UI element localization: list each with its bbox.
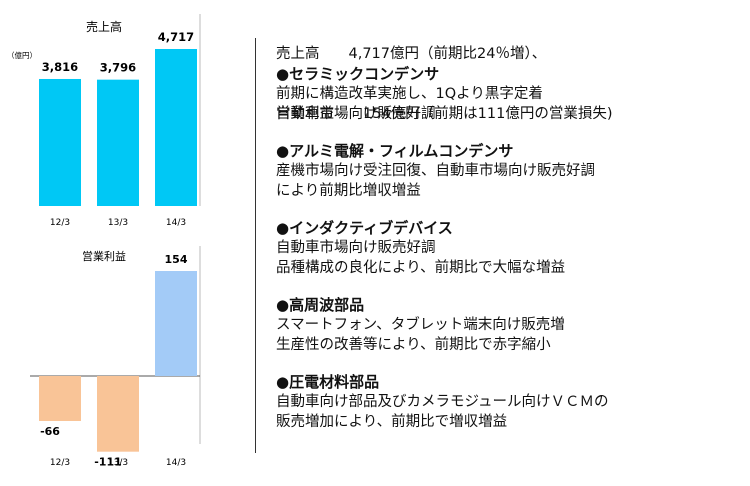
profit-bar (97, 376, 139, 452)
segment-section: ●高周波部品スマートフォン、タブレット端末向け販売増 生産性の改善等により、前期比… (276, 295, 608, 355)
sales-bar (39, 78, 81, 206)
segment-description: スマートフォン、タブレット端末向け販売増 (276, 317, 565, 333)
segment-description: 自動車市場向け販売好調 (276, 240, 436, 256)
segment-description: 産機市場向け受注回復、自動車市場向け販売好調 (276, 163, 595, 179)
sales-category-label: 14/3 (166, 218, 186, 228)
sales-bar (97, 79, 139, 206)
profit-value-label: -111 (94, 456, 122, 469)
segment-section: ●インダクティブデバイス 自動車市場向け販売好調品種構成の良化により、前期比で大幅… (276, 218, 608, 278)
segment-title: ●高周波部品 (276, 296, 365, 314)
segment-title: ●アルミ電解・フィルムコンデンサ (276, 142, 514, 160)
segment-description: 品種構成の良化により、前期比で大幅な増益 (276, 260, 566, 276)
sales-chart: 売上高 （億円） 3,816 12/3 3,796 13/3 4,717 14/3 (7, 14, 201, 228)
summary: 売上高 4,717億円（前期比24％増）、 営業利益 154億円（前期は111億… (276, 4, 613, 144)
segment-section: ●圧電材料部品自動車向け部品及びカメラモジュール向けＶＣＭの 販売増加により、前期… (276, 372, 608, 432)
segment-title: ●圧電材料部品 (276, 373, 380, 391)
vertical-divider (255, 38, 256, 453)
sales-chart-title: 売上高 (86, 19, 122, 34)
sales-value-label: 3,796 (100, 61, 136, 75)
segment-title: ●セラミックコンデンサ (276, 65, 440, 83)
segment-description: 自動車市場向け販売好調 (276, 106, 436, 122)
profit-chart-title: 営業利益 (82, 249, 126, 263)
segment-description: 前期に構造改革実施し、1Qより黒字定着 (276, 86, 543, 102)
sales-bar (155, 49, 197, 206)
profit-category-label: 13/3 (108, 458, 128, 468)
sales-unit-label: （億円） (7, 50, 37, 60)
sales-value-label: 3,816 (42, 60, 78, 74)
profit-category-label: 12/3 (50, 458, 70, 468)
sales-value-label: 4,717 (158, 30, 194, 44)
profit-value-label: 154 (165, 253, 188, 266)
segment-section: ●アルミ電解・フィルムコンデンサ産機市場向け受注回復、自動車市場向け販売好調 によ… (276, 141, 608, 201)
profit-value-label: -66 (40, 425, 60, 438)
segment-description: 販売増加により、前期比で増収増益 (276, 414, 508, 430)
summary-operating-profit: 営業利益 154億円（前期は111億円の営業損失) (276, 106, 613, 122)
sales-category-label: 13/3 (108, 218, 128, 228)
profit-bar (155, 271, 197, 376)
summary-sales: 売上高 4,717億円（前期比24％増）、 (276, 46, 547, 62)
segment-title: ●インダクティブデバイス (276, 219, 453, 237)
profit-category-label: 14/3 (166, 458, 186, 468)
segment-description: 自動車向け部品及びカメラモジュール向けＶＣＭの (276, 394, 609, 410)
segment-description: により前期比増収増益 (276, 183, 421, 199)
sales-bars: 3,816 12/3 3,796 13/3 4,717 14/3 (39, 30, 197, 228)
charts-area: 売上高 （億円） 3,816 12/3 3,796 13/3 4,717 14/3 営業利… (7, 14, 201, 469)
segment-section: ●セラミックコンデンサ前期に構造改革実施し、1Qより黒字定着 自動車市場向け販売好… (276, 64, 608, 124)
sales-category-label: 12/3 (50, 218, 70, 228)
segment-list: ●セラミックコンデンサ前期に構造改革実施し、1Qより黒字定着 自動車市場向け販売好… (276, 64, 608, 449)
segment-description: 生産性の改善等により、前期比で赤字縮小 (276, 337, 551, 353)
profit-bar (39, 376, 81, 421)
